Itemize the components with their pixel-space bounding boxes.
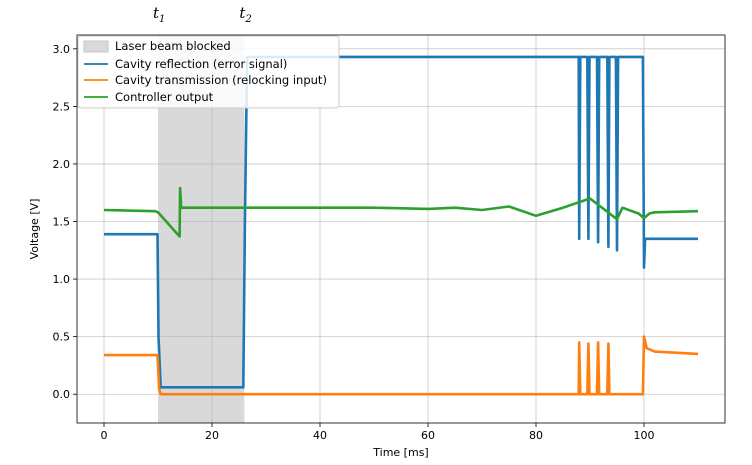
y-tick-label: 0.0	[53, 388, 71, 401]
tick-layer: 0 20 40 60 80 100 0.0 0.5 1.0 1.5 2.0 2.5 3.0	[53, 43, 655, 442]
y-tick-label: 0.5	[53, 331, 71, 344]
y-tick-label: 2.5	[53, 100, 71, 113]
y-tick-label: 2.0	[53, 158, 71, 171]
series-line-1	[104, 335, 699, 396]
x-tick-label: 0	[101, 429, 108, 442]
plot-frame	[76, 34, 726, 424]
legend-swatch-shade	[83, 40, 109, 53]
series-layer	[103, 55, 699, 396]
y-tick-label: 1.0	[53, 273, 71, 286]
legend-label-reflection: Cavity reflection (error signal)	[115, 57, 287, 71]
x-tick-label: 60	[421, 429, 435, 442]
x-tick-label: 20	[205, 429, 219, 442]
marker-layer: t1 t2	[153, 4, 252, 25]
legend-label-shade: Laser beam blocked	[115, 39, 231, 53]
legend-label-controller: Controller output	[115, 90, 214, 104]
series-line-0	[104, 55, 698, 389]
legend: Laser beam blocked Cavity reflection (er…	[77, 35, 340, 109]
y-tick-label: 3.0	[53, 43, 71, 56]
series-line-2	[103, 186, 699, 238]
y-axis-label: Voltage [V]	[28, 199, 41, 260]
x-axis-label: Time [ms]	[372, 446, 428, 459]
y-tick-label: 1.5	[53, 216, 71, 229]
x-tick-label: 100	[634, 429, 655, 442]
legend-frame	[77, 35, 340, 109]
legend-label-transmission: Cavity transmission (relocking input)	[115, 73, 327, 87]
marker-label-2: t2	[239, 4, 251, 25]
marker-label-1: t1	[153, 4, 165, 25]
x-tick-label: 80	[529, 429, 543, 442]
x-tick-label: 40	[313, 429, 327, 442]
